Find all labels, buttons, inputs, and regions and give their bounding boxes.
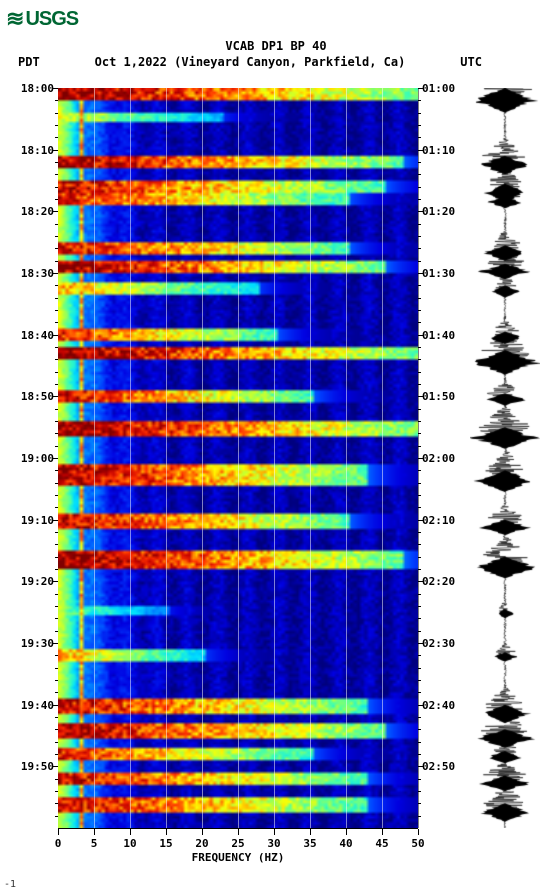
x-tick-label: 20 (195, 837, 208, 850)
x-axis-labels: 05101520253035404550 (58, 837, 418, 851)
x-tick-label: 35 (303, 837, 316, 850)
logo-text: USGS (25, 8, 78, 31)
spectrogram-canvas (58, 88, 418, 828)
x-tick-label: 5 (91, 837, 98, 850)
chart-title: VCAB DP1 BP 40 (0, 38, 552, 54)
x-tick-label: 25 (231, 837, 244, 850)
usgs-logo: ≋ USGS (6, 6, 78, 32)
x-tick-label: 10 (123, 837, 136, 850)
x-tick-label: 45 (375, 837, 388, 850)
seismogram-canvas (470, 88, 540, 828)
spectrogram-plot: 18:0018:1018:2018:3018:4018:5019:0019:10… (58, 88, 419, 828)
seismogram-panel (470, 88, 540, 828)
chart-subtitle-row: PDT Oct 1,2022 (Vineyard Canyon, Parkfie… (0, 54, 552, 70)
footer-mark: -1 (4, 879, 16, 890)
chart-date-location: Oct 1,2022 (Vineyard Canyon, Parkfield, … (95, 54, 406, 70)
x-tick-label: 15 (159, 837, 172, 850)
x-tick-label: 0 (55, 837, 62, 850)
timezone-right: UTC (460, 54, 482, 70)
x-axis-ticks (58, 828, 418, 837)
x-axis: 05101520253035404550 FREQUENCY (HZ) (58, 828, 418, 864)
x-tick-label: 30 (267, 837, 280, 850)
x-tick-label: 40 (339, 837, 352, 850)
x-tick-label: 50 (411, 837, 424, 850)
logo-wave-icon: ≋ (6, 6, 23, 32)
chart-header: VCAB DP1 BP 40 PDT Oct 1,2022 (Vineyard … (0, 38, 552, 70)
x-axis-title: FREQUENCY (HZ) (58, 851, 418, 864)
timezone-left: PDT (18, 54, 40, 70)
